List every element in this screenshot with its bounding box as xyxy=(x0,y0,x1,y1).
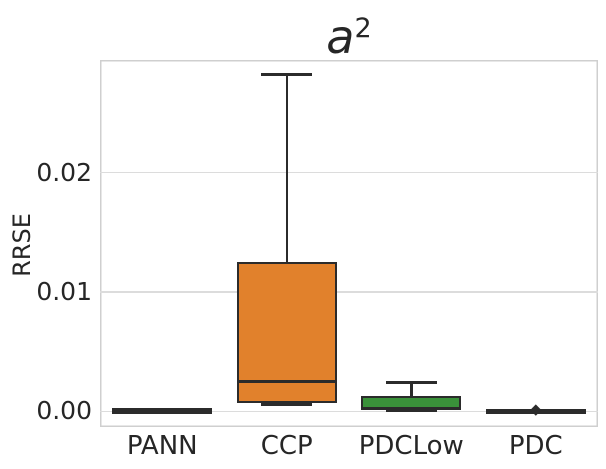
x-tick-label-PDC: PDC xyxy=(508,431,563,461)
y-tick-label: 0.00 xyxy=(36,396,92,426)
chart-title: a2 xyxy=(100,0,598,64)
box-CCP xyxy=(236,261,337,404)
y-tick-label: 0.01 xyxy=(36,277,92,306)
plot-area xyxy=(100,60,598,427)
whisker-upper-PDCLow xyxy=(410,382,413,397)
cap-lower-CCP xyxy=(261,402,313,406)
x-tick-label-CCP: CCP xyxy=(260,431,313,461)
median-line-PANN xyxy=(114,408,211,412)
x-tick-label-PDCLow: PDCLow xyxy=(358,431,464,461)
y-tick-label: 0.02 xyxy=(36,157,92,187)
median-line-PDCLow xyxy=(363,407,460,411)
x-tick-label-PANN: PANN xyxy=(126,431,198,461)
chart-title-base: a xyxy=(326,10,355,64)
gridline xyxy=(100,291,598,293)
whisker-upper-CCP xyxy=(285,74,288,264)
cap-lower-PDCLow xyxy=(385,409,437,413)
cap-upper-PDCLow xyxy=(385,381,437,385)
y-axis-label: RRSE xyxy=(8,213,36,277)
chart-title-exponent: 2 xyxy=(354,13,372,44)
median-line-CCP xyxy=(238,379,335,383)
cap-upper-CCP xyxy=(261,73,313,77)
gridline xyxy=(100,410,598,413)
gridline xyxy=(100,171,598,174)
